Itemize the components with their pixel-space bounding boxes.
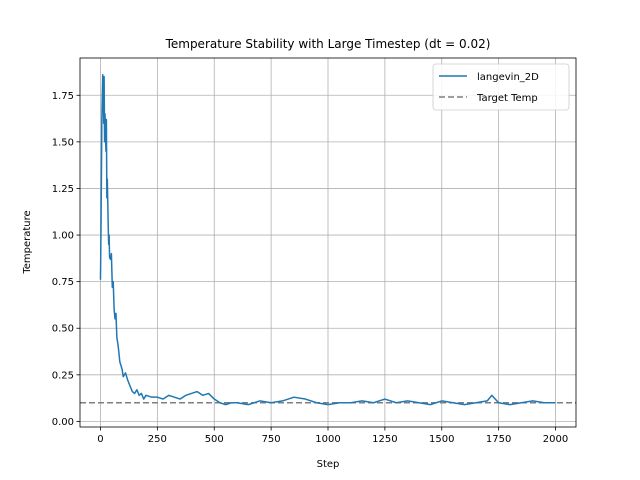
x-tick-label: 0 (97, 434, 103, 445)
y-tick-label: 1.50 (52, 137, 74, 148)
series-line-langevin-2d (99, 74, 556, 406)
x-tick-label: 2000 (543, 434, 568, 445)
y-tick-label: 1.75 (52, 91, 74, 102)
x-axis-label: Step (317, 459, 340, 470)
y-tick-label: 1.25 (52, 184, 74, 195)
legend-label: Target Temp (476, 93, 538, 104)
chart-title: Temperature Stability with Large Timeste… (165, 37, 491, 51)
y-axis-label: Temperature (22, 210, 33, 274)
x-tick-label: 1750 (486, 434, 511, 445)
x-tick-label: 1250 (372, 434, 397, 445)
x-tick-label: 500 (205, 434, 224, 445)
x-tick-label: 750 (262, 434, 281, 445)
y-tick-label: 0.00 (52, 417, 74, 428)
x-tick-label: 1000 (315, 434, 340, 445)
legend-label: langevin_2D (477, 72, 539, 83)
x-tick-label: 250 (148, 434, 167, 445)
y-tick-label: 0.50 (52, 324, 74, 335)
x-tick-label: 1500 (429, 434, 454, 445)
y-tick-label: 0.25 (52, 370, 74, 381)
y-tick-label: 0.75 (52, 277, 74, 288)
y-tick-label: 1.00 (52, 231, 74, 242)
plot-area: 0 250 500 750 1000 1250 1500 1750 2000 0.00 0.25 0.… (52, 57, 577, 445)
